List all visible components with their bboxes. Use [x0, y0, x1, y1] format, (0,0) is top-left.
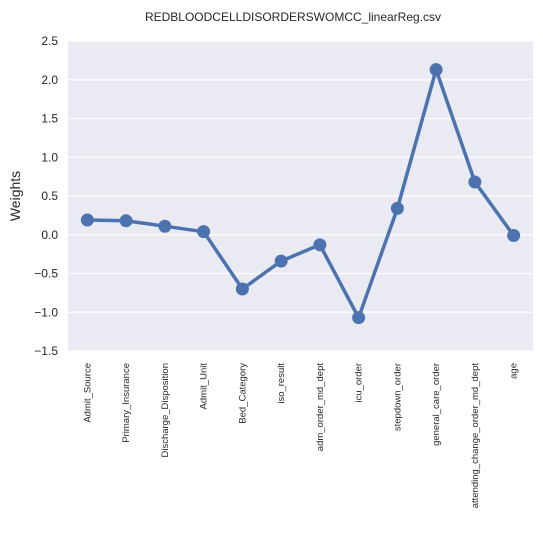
- data-point: [352, 311, 365, 324]
- data-point: [120, 214, 133, 227]
- y-tick-label: 2.0: [41, 73, 58, 87]
- data-point: [158, 220, 171, 233]
- x-tick-label: Admit_Unit: [199, 363, 210, 410]
- data-point: [468, 176, 481, 189]
- y-tick-label: −1.5: [34, 344, 58, 358]
- y-tick-label: −1.0: [34, 305, 58, 319]
- x-tick-label: adm_order_md_dept: [315, 363, 326, 452]
- x-tick-label: Primary_Insurance: [121, 363, 132, 443]
- x-tick-label: Discharge_Disposition: [160, 363, 171, 458]
- y-tick-label: −0.5: [34, 267, 58, 281]
- data-point: [430, 63, 443, 76]
- data-point: [81, 214, 94, 227]
- y-tick-label: 0.0: [41, 228, 58, 242]
- x-tick-label: iso_result: [276, 363, 287, 404]
- data-point: [236, 283, 249, 296]
- data-point: [197, 225, 210, 238]
- y-tick-label: 1.5: [41, 112, 58, 126]
- data-point: [313, 238, 326, 251]
- data-point: [391, 202, 404, 215]
- x-tick-label: icu_order: [354, 363, 365, 403]
- chart-title: REDBLOODCELLDISORDERSWOMCC_linearReg.csv: [145, 10, 441, 24]
- x-tick-label: age: [509, 363, 520, 379]
- x-axis: Admit_Source Primary_Insurance Discharge_D…: [82, 363, 519, 509]
- x-tick-label: Bed_Category: [237, 363, 248, 424]
- x-tick-label: Admit_Source: [82, 363, 93, 423]
- data-point: [275, 255, 288, 268]
- y-tick-label: 0.5: [41, 189, 58, 203]
- x-tick-label: stepdown_order: [392, 363, 403, 431]
- y-tick-label: 1.0: [41, 150, 58, 164]
- y-axis-label: Weights: [7, 171, 23, 221]
- data-point: [507, 229, 520, 242]
- y-axis: −1.5 −1.0 −0.5 0.0 0.5 1.0 1.5 2.0 2.5: [34, 34, 58, 358]
- x-tick-label: attending_change_order_md_dept: [470, 363, 481, 509]
- x-tick-label: general_care_order: [431, 363, 442, 446]
- y-tick-label: 2.5: [41, 34, 58, 48]
